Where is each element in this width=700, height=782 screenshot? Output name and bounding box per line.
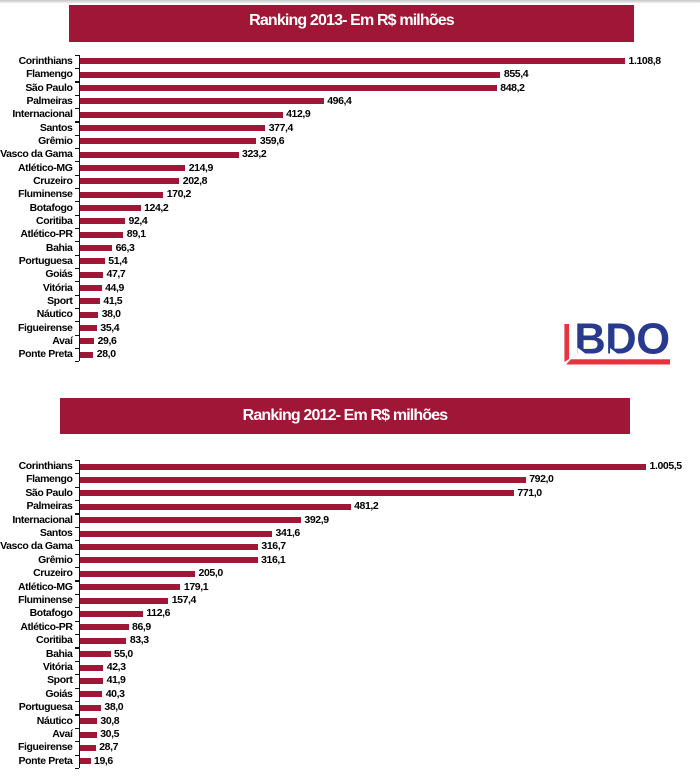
svg-text:BDO: BDO — [574, 322, 669, 364]
